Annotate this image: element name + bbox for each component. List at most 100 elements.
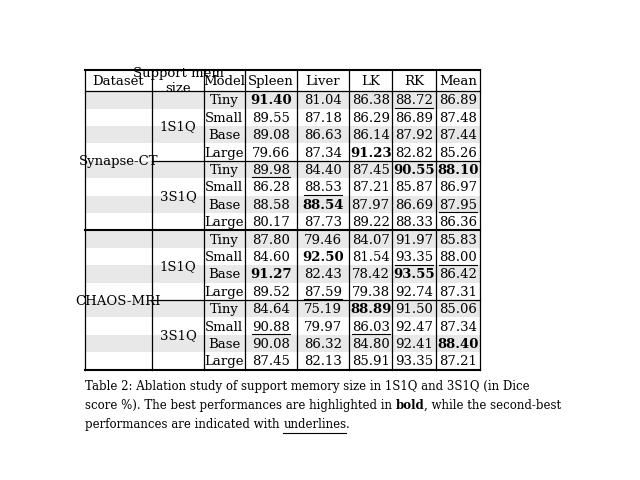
Text: 86.63: 86.63	[304, 129, 342, 142]
Text: 91.50: 91.50	[396, 302, 433, 315]
Text: 87.92: 87.92	[396, 129, 433, 142]
Text: 87.44: 87.44	[439, 129, 477, 142]
Text: 3S1Q: 3S1Q	[159, 329, 196, 342]
Text: 89.98: 89.98	[252, 164, 290, 177]
Text: 1S1Q: 1S1Q	[159, 120, 196, 133]
Text: Base: Base	[208, 129, 241, 142]
Text: 85.06: 85.06	[439, 302, 477, 315]
Text: , while the second-best: , while the second-best	[424, 398, 561, 411]
Text: 86.38: 86.38	[351, 94, 390, 107]
Text: 80.17: 80.17	[252, 216, 290, 229]
Text: Support mem
size: Support mem size	[132, 67, 223, 95]
Text: 87.80: 87.80	[252, 233, 290, 246]
Text: 88.54: 88.54	[302, 198, 344, 211]
Text: Tiny: Tiny	[210, 94, 239, 107]
Text: .: .	[346, 418, 350, 431]
Bar	[85, 248, 480, 266]
Text: 85.91: 85.91	[352, 355, 390, 368]
Text: Base: Base	[208, 198, 241, 211]
Text: 79.66: 79.66	[252, 146, 290, 159]
Text: 88.10: 88.10	[437, 164, 479, 177]
Text: Large: Large	[205, 146, 244, 159]
Text: Small: Small	[205, 181, 243, 194]
Text: 82.82: 82.82	[396, 146, 433, 159]
Bar	[85, 127, 480, 144]
Text: Large: Large	[205, 355, 244, 368]
Text: 88.00: 88.00	[439, 251, 477, 264]
Text: 81.54: 81.54	[352, 251, 390, 264]
Text: 93.35: 93.35	[396, 251, 433, 264]
Text: 87.73: 87.73	[304, 216, 342, 229]
Text: 1S1Q: 1S1Q	[159, 259, 196, 272]
Text: 81.04: 81.04	[304, 94, 342, 107]
Text: 85.83: 85.83	[439, 233, 477, 246]
Text: Spleen: Spleen	[248, 75, 294, 88]
Text: 86.32: 86.32	[304, 337, 342, 350]
Text: performances are indicated with: performances are indicated with	[85, 418, 284, 431]
Bar	[85, 109, 480, 127]
Text: 88.40: 88.40	[437, 337, 479, 350]
Text: 87.45: 87.45	[252, 355, 290, 368]
Text: Small: Small	[205, 111, 243, 124]
Text: 88.58: 88.58	[252, 198, 289, 211]
Text: Tiny: Tiny	[210, 233, 239, 246]
Bar	[85, 144, 480, 161]
Text: 85.26: 85.26	[439, 146, 477, 159]
Bar	[85, 266, 480, 283]
Text: 86.89: 86.89	[439, 94, 477, 107]
Text: 92.50: 92.50	[302, 251, 344, 264]
Text: 89.55: 89.55	[252, 111, 290, 124]
Text: 90.55: 90.55	[394, 164, 435, 177]
Text: 86.03: 86.03	[351, 320, 390, 333]
Text: 88.33: 88.33	[396, 216, 433, 229]
Bar	[85, 71, 480, 92]
Text: 90.08: 90.08	[252, 337, 290, 350]
Bar	[85, 231, 480, 248]
Bar	[85, 335, 480, 352]
Text: 84.07: 84.07	[352, 233, 390, 246]
Text: bold: bold	[396, 398, 424, 411]
Text: 92.74: 92.74	[396, 285, 433, 298]
Text: 86.89: 86.89	[396, 111, 433, 124]
Text: 87.34: 87.34	[304, 146, 342, 159]
Text: 87.34: 87.34	[439, 320, 477, 333]
Text: 84.40: 84.40	[304, 164, 342, 177]
Text: 87.21: 87.21	[352, 181, 390, 194]
Text: 89.52: 89.52	[252, 285, 290, 298]
Text: Tiny: Tiny	[210, 302, 239, 315]
Text: 84.64: 84.64	[252, 302, 290, 315]
Bar	[85, 179, 480, 196]
Text: Small: Small	[205, 320, 243, 333]
Text: 86.14: 86.14	[352, 129, 390, 142]
Text: 87.48: 87.48	[439, 111, 477, 124]
Text: 93.55: 93.55	[394, 268, 435, 281]
Text: 3S1Q: 3S1Q	[159, 190, 196, 203]
Text: 86.36: 86.36	[439, 216, 477, 229]
Bar	[85, 196, 480, 214]
Bar	[85, 300, 480, 318]
Text: 91.97: 91.97	[396, 233, 433, 246]
Text: 87.95: 87.95	[439, 198, 477, 211]
Text: 79.38: 79.38	[351, 285, 390, 298]
Bar	[85, 318, 480, 335]
Text: 87.31: 87.31	[439, 285, 477, 298]
Text: Mean: Mean	[439, 75, 477, 88]
Text: 84.80: 84.80	[352, 337, 390, 350]
Text: 86.97: 86.97	[439, 181, 477, 194]
Text: Dataset: Dataset	[93, 75, 144, 88]
Text: 86.69: 86.69	[396, 198, 433, 211]
Text: 91.40: 91.40	[250, 94, 292, 107]
Text: 79.97: 79.97	[303, 320, 342, 333]
Text: Large: Large	[205, 216, 244, 229]
Text: 87.97: 87.97	[351, 198, 390, 211]
Text: 88.89: 88.89	[350, 302, 391, 315]
Text: 87.21: 87.21	[439, 355, 477, 368]
Text: 79.46: 79.46	[304, 233, 342, 246]
Text: 92.41: 92.41	[396, 337, 433, 350]
Bar	[85, 283, 480, 300]
Text: Table 2: Ablation study of support memory size in 1S1Q and 3S1Q (in Dice: Table 2: Ablation study of support memor…	[85, 379, 529, 392]
Bar	[85, 214, 480, 231]
Text: CHAOS-MRI: CHAOS-MRI	[76, 294, 161, 307]
Text: 84.60: 84.60	[252, 251, 290, 264]
Text: underlines: underlines	[284, 418, 346, 431]
